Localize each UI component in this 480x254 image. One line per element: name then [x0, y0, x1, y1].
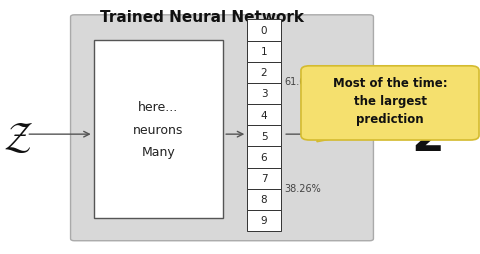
Text: 2: 2 — [411, 116, 444, 161]
Text: 1: 1 — [261, 47, 267, 57]
FancyBboxPatch shape — [71, 16, 373, 241]
Bar — [247, 147, 281, 168]
Text: 61.69%: 61.69% — [285, 76, 321, 86]
Bar — [247, 62, 281, 84]
Text: here...: here... — [138, 100, 179, 113]
Bar — [247, 189, 281, 210]
Text: Trained Neural Network: Trained Neural Network — [100, 10, 304, 25]
Text: Many: Many — [142, 146, 175, 159]
Text: neurons: neurons — [133, 123, 183, 136]
Text: 0: 0 — [261, 26, 267, 36]
Bar — [247, 84, 281, 105]
Bar — [247, 168, 281, 189]
Bar — [247, 210, 281, 231]
Text: 6: 6 — [261, 152, 267, 162]
Text: 2: 2 — [261, 68, 267, 78]
Text: 38.26%: 38.26% — [285, 183, 322, 193]
Polygon shape — [317, 136, 350, 142]
Bar — [247, 105, 281, 126]
Text: 9: 9 — [261, 216, 267, 226]
Bar — [247, 126, 281, 147]
Text: 4: 4 — [261, 110, 267, 120]
Text: $\mathcal{Z}$: $\mathcal{Z}$ — [3, 118, 33, 156]
Bar — [247, 41, 281, 62]
Text: Most of the time:
the largest
prediction: Most of the time: the largest prediction — [333, 76, 447, 125]
Text: 5: 5 — [261, 131, 267, 141]
Text: 3: 3 — [261, 89, 267, 99]
FancyBboxPatch shape — [94, 41, 223, 218]
Text: 7: 7 — [261, 173, 267, 183]
FancyBboxPatch shape — [301, 67, 479, 140]
Text: 8: 8 — [261, 195, 267, 204]
Bar — [247, 20, 281, 41]
Text: argmax: argmax — [307, 108, 350, 118]
